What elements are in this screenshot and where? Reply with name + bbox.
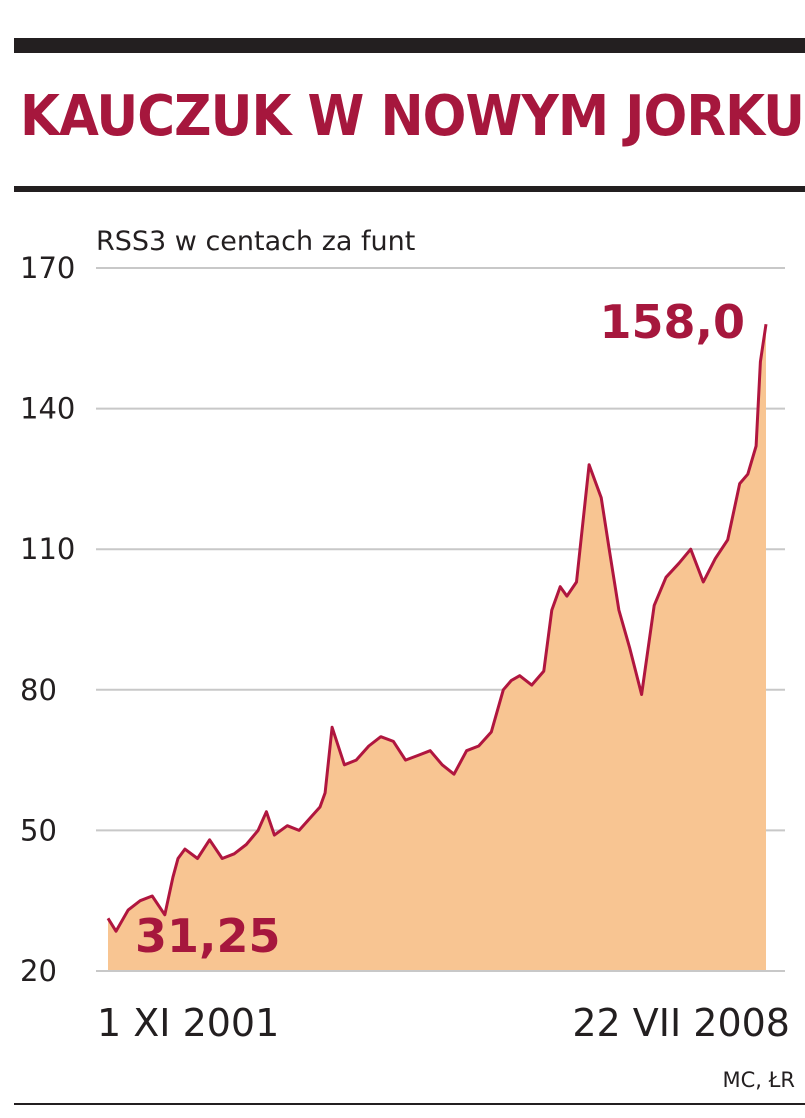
top-rule bbox=[14, 38, 805, 53]
x-tick-label-start: 1 XI 2001 bbox=[97, 1001, 279, 1045]
y-tick-label: 140 bbox=[20, 392, 75, 426]
y-tick-label: 80 bbox=[20, 673, 57, 707]
y-tick-label: 50 bbox=[20, 813, 57, 847]
bottom-rule bbox=[14, 1103, 805, 1105]
x-tick-label-end: 22 VII 2008 bbox=[572, 1001, 790, 1045]
y-tick-label: 110 bbox=[20, 532, 75, 566]
unit-label: RSS3 w centach za funt bbox=[96, 226, 415, 257]
source-credit: MC, ŁR bbox=[722, 1068, 795, 1092]
end-value-label: 158,0 bbox=[599, 295, 745, 349]
y-axis-ticks: 20 50 80 110 140 170 bbox=[20, 251, 75, 988]
y-tick-label: 170 bbox=[20, 251, 75, 285]
x-axis-ticks: 1 XI 2001 22 VII 2008 bbox=[97, 1001, 790, 1045]
title-rule bbox=[14, 186, 805, 192]
start-value-label: 31,25 bbox=[135, 909, 281, 963]
price-area bbox=[108, 324, 766, 971]
rubber-price-chart: 20 50 80 110 140 170 RSS3 w centach za funt 1… bbox=[0, 200, 805, 1060]
y-tick-label: 20 bbox=[20, 954, 57, 988]
chart-title: KAUCZUK W NOWYM JORKU bbox=[20, 84, 804, 149]
